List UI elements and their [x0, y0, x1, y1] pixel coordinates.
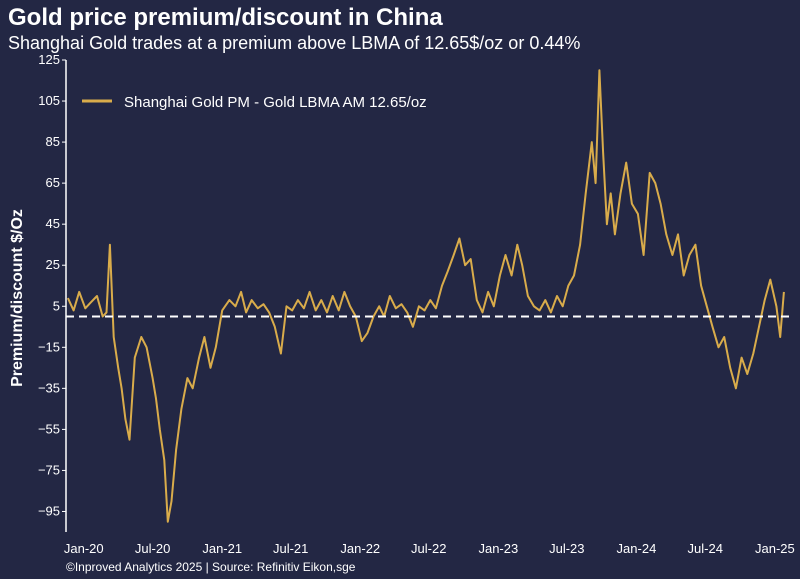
y-tick-label: 45 — [46, 216, 60, 231]
x-tick-label: Jan-23 — [478, 541, 518, 556]
y-tick-label: −95 — [38, 503, 60, 518]
y-tick-label: 125 — [38, 52, 60, 67]
y-tick-label: −55 — [38, 421, 60, 436]
series-line — [66, 69, 785, 523]
legend-label: Shanghai Gold PM - Gold LBMA AM 12.65/oz — [124, 94, 427, 111]
x-tick-label: Jan-22 — [340, 541, 380, 556]
x-tick-label: Jul-23 — [549, 541, 584, 556]
y-tick-label: −15 — [38, 339, 60, 354]
series-layer — [66, 69, 790, 523]
x-tick-label: Jul-20 — [135, 541, 170, 556]
y-tick-label: 25 — [46, 257, 60, 272]
x-tick-label: Jul-22 — [411, 541, 446, 556]
source-credit: ©Inproved Analytics 2025 | Source: Refin… — [66, 560, 356, 574]
x-tick-label: Jan-21 — [202, 541, 242, 556]
x-tick-label: Jul-21 — [273, 541, 308, 556]
axes: 125 105 85 65 45 25 5 −15 −35 −55 −75 −95 Jan-20 Jul-… — [38, 52, 795, 556]
y-tick-label: 5 — [53, 298, 60, 313]
y-tick-label: 85 — [46, 134, 60, 149]
y-axis-label: Premium/discount $/Oz — [9, 209, 26, 387]
chart-title: Gold price premium/discount in China — [8, 4, 443, 31]
x-tick-label: Jan-25 — [755, 541, 795, 556]
x-tick-label: Jan-20 — [64, 541, 104, 556]
chart-subtitle: Shanghai Gold trades at a premium above … — [8, 33, 581, 53]
y-tick-label: −75 — [38, 462, 60, 477]
y-tick-label: 105 — [38, 93, 60, 108]
y-tick-label: −35 — [38, 380, 60, 395]
x-tick-label: Jul-24 — [688, 541, 723, 556]
x-tick-label: Jan-24 — [617, 541, 657, 556]
y-tick-label: 65 — [46, 175, 60, 190]
legend: Shanghai Gold PM - Gold LBMA AM 12.65/oz — [82, 94, 427, 111]
